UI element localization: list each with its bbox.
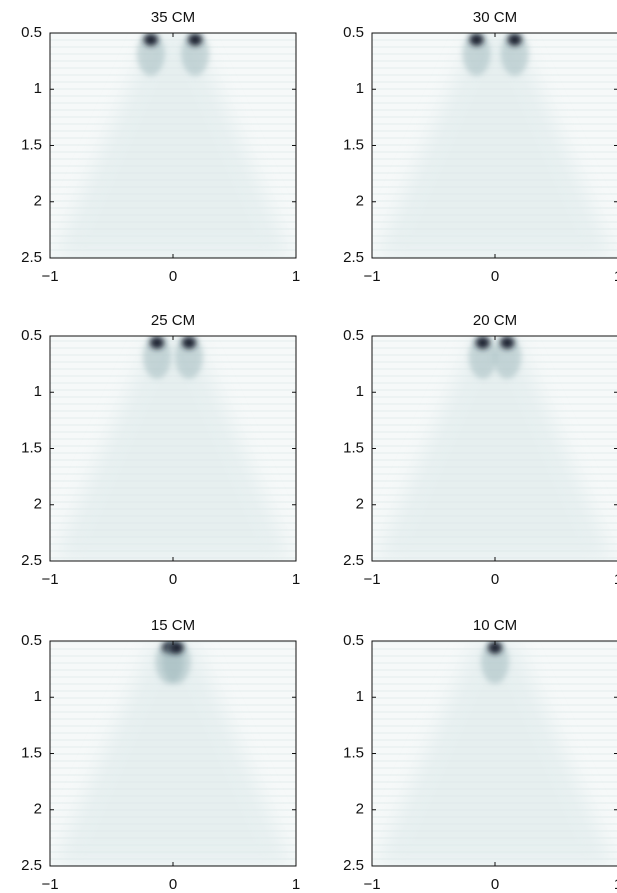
image [375, 336, 615, 561]
y-tick-label: 1.5 [343, 136, 364, 153]
subplot: 15 CM −1 0 1 0.5 1 1.5 2 2.5 [21, 617, 300, 893]
x-tick-label: 1 [614, 876, 617, 893]
target-spot [143, 33, 158, 46]
beam-halo [375, 33, 615, 258]
subplot: 35 CM −1 0 1 0.5 1 1.5 2 2.5 [21, 9, 300, 285]
beam-halo [375, 336, 615, 561]
y-tick-label: 2 [356, 193, 364, 210]
subplot: 25 CM −1 0 1 0.5 1 1.5 2 2.5 [21, 312, 300, 588]
x-tick-label: −1 [41, 268, 58, 285]
x-tick-label: 1 [292, 268, 300, 285]
subplot-title: 35 CM [151, 9, 195, 26]
target-spot [169, 641, 184, 654]
x-tick-label: 0 [491, 268, 499, 285]
subplot: 10 CM −1 0 1 0.5 1 1.5 2 2.5 [343, 617, 617, 893]
subplot-title: 10 CM [473, 617, 517, 634]
target-spot [469, 33, 484, 46]
x-tick-label: 0 [169, 571, 177, 588]
target-spot [488, 641, 502, 654]
y-tick-label: 2.5 [343, 552, 364, 569]
halo [481, 641, 509, 684]
x-tick-label: 1 [614, 571, 617, 588]
y-tick-label: 1 [356, 80, 364, 97]
halo [181, 33, 210, 76]
y-tick-label: 0.5 [343, 327, 364, 344]
halo [493, 336, 522, 379]
target-spot [181, 336, 196, 349]
target-spot [500, 336, 515, 349]
x-tick-label: 1 [292, 571, 300, 588]
image [53, 33, 293, 258]
subplot-title: 20 CM [473, 312, 517, 329]
image [53, 336, 293, 561]
subplot: 20 CM −1 0 1 0.5 1 1.5 2 2.5 [343, 312, 617, 588]
beam-halo [53, 33, 293, 258]
x-tick-label: −1 [363, 571, 380, 588]
beam-halo [53, 641, 293, 866]
y-tick-label: 2 [34, 193, 42, 210]
x-tick-label: −1 [363, 876, 380, 893]
target-spot [188, 33, 203, 46]
y-tick-label: 1 [34, 383, 42, 400]
x-tick-label: −1 [363, 268, 380, 285]
target-spot [507, 33, 522, 46]
image [375, 641, 615, 866]
x-tick-label: 0 [491, 876, 499, 893]
y-tick-label: 1 [356, 688, 364, 705]
y-tick-label: 2.5 [343, 249, 364, 266]
beam-halo [375, 641, 615, 866]
target-spot [150, 336, 165, 349]
y-tick-label: 0.5 [21, 327, 42, 344]
y-tick-label: 0.5 [21, 632, 42, 649]
y-tick-label: 0.5 [21, 24, 42, 41]
x-tick-label: 1 [292, 876, 300, 893]
y-tick-label: 2 [34, 801, 42, 818]
y-tick-label: 1.5 [21, 439, 42, 456]
image [53, 641, 293, 866]
halo [136, 33, 165, 76]
halo [468, 336, 497, 379]
y-tick-label: 2.5 [21, 249, 42, 266]
y-tick-label: 1.5 [343, 744, 364, 761]
y-tick-label: 1 [34, 688, 42, 705]
halo [174, 336, 203, 379]
y-tick-label: 1.5 [21, 744, 42, 761]
y-tick-label: 0.5 [343, 24, 364, 41]
y-tick-label: 2.5 [21, 857, 42, 874]
y-tick-label: 1 [356, 383, 364, 400]
y-tick-label: 2 [356, 801, 364, 818]
y-tick-label: 1.5 [343, 439, 364, 456]
y-tick-label: 2 [356, 496, 364, 513]
halo [462, 33, 491, 76]
x-tick-label: 0 [169, 268, 177, 285]
y-tick-label: 2.5 [343, 857, 364, 874]
y-tick-label: 2.5 [21, 552, 42, 569]
target-spot [475, 336, 490, 349]
beam-halo [53, 336, 293, 561]
halo [143, 336, 172, 379]
halo [162, 641, 191, 684]
y-tick-label: 1.5 [21, 136, 42, 153]
x-tick-label: −1 [41, 571, 58, 588]
halo [500, 33, 529, 76]
subplot: 30 CM −1 0 1 0.5 1 1.5 2 2.5 [343, 9, 617, 285]
y-tick-label: 0.5 [343, 632, 364, 649]
x-tick-label: 0 [169, 876, 177, 893]
y-tick-label: 1 [34, 80, 42, 97]
image [375, 33, 615, 258]
x-tick-label: 1 [614, 268, 617, 285]
x-tick-label: −1 [41, 876, 58, 893]
subplot-title: 15 CM [151, 617, 195, 634]
y-tick-label: 2 [34, 496, 42, 513]
subplot-title: 30 CM [473, 9, 517, 26]
x-tick-label: 0 [491, 571, 499, 588]
subplot-title: 25 CM [151, 312, 195, 329]
